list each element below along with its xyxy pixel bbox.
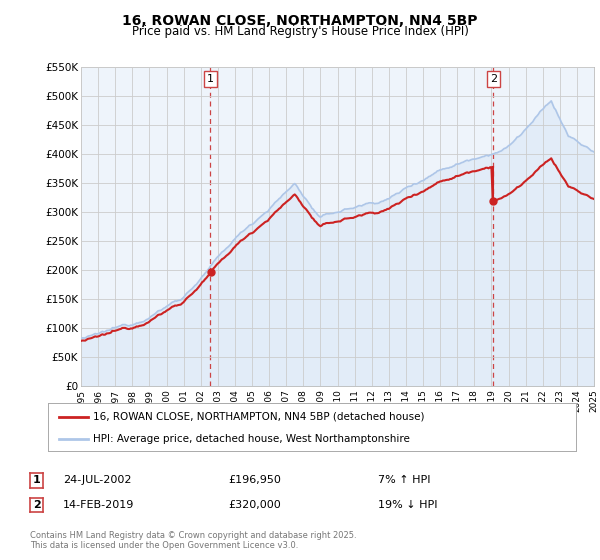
Text: 24-JUL-2002: 24-JUL-2002 <box>63 475 131 486</box>
Text: £320,000: £320,000 <box>228 500 281 510</box>
Text: 1: 1 <box>207 74 214 84</box>
Text: £196,950: £196,950 <box>228 475 281 486</box>
Text: HPI: Average price, detached house, West Northamptonshire: HPI: Average price, detached house, West… <box>93 434 410 444</box>
Text: 7% ↑ HPI: 7% ↑ HPI <box>378 475 431 486</box>
Text: 2: 2 <box>490 74 497 84</box>
Text: 1: 1 <box>33 475 40 486</box>
Text: 14-FEB-2019: 14-FEB-2019 <box>63 500 134 510</box>
Text: Contains HM Land Registry data © Crown copyright and database right 2025.
This d: Contains HM Land Registry data © Crown c… <box>30 531 356 550</box>
Text: Price paid vs. HM Land Registry's House Price Index (HPI): Price paid vs. HM Land Registry's House … <box>131 25 469 38</box>
Text: 2: 2 <box>33 500 40 510</box>
Text: 16, ROWAN CLOSE, NORTHAMPTON, NN4 5BP: 16, ROWAN CLOSE, NORTHAMPTON, NN4 5BP <box>122 14 478 28</box>
Text: 16, ROWAN CLOSE, NORTHAMPTON, NN4 5BP (detached house): 16, ROWAN CLOSE, NORTHAMPTON, NN4 5BP (d… <box>93 412 424 422</box>
Text: 19% ↓ HPI: 19% ↓ HPI <box>378 500 437 510</box>
